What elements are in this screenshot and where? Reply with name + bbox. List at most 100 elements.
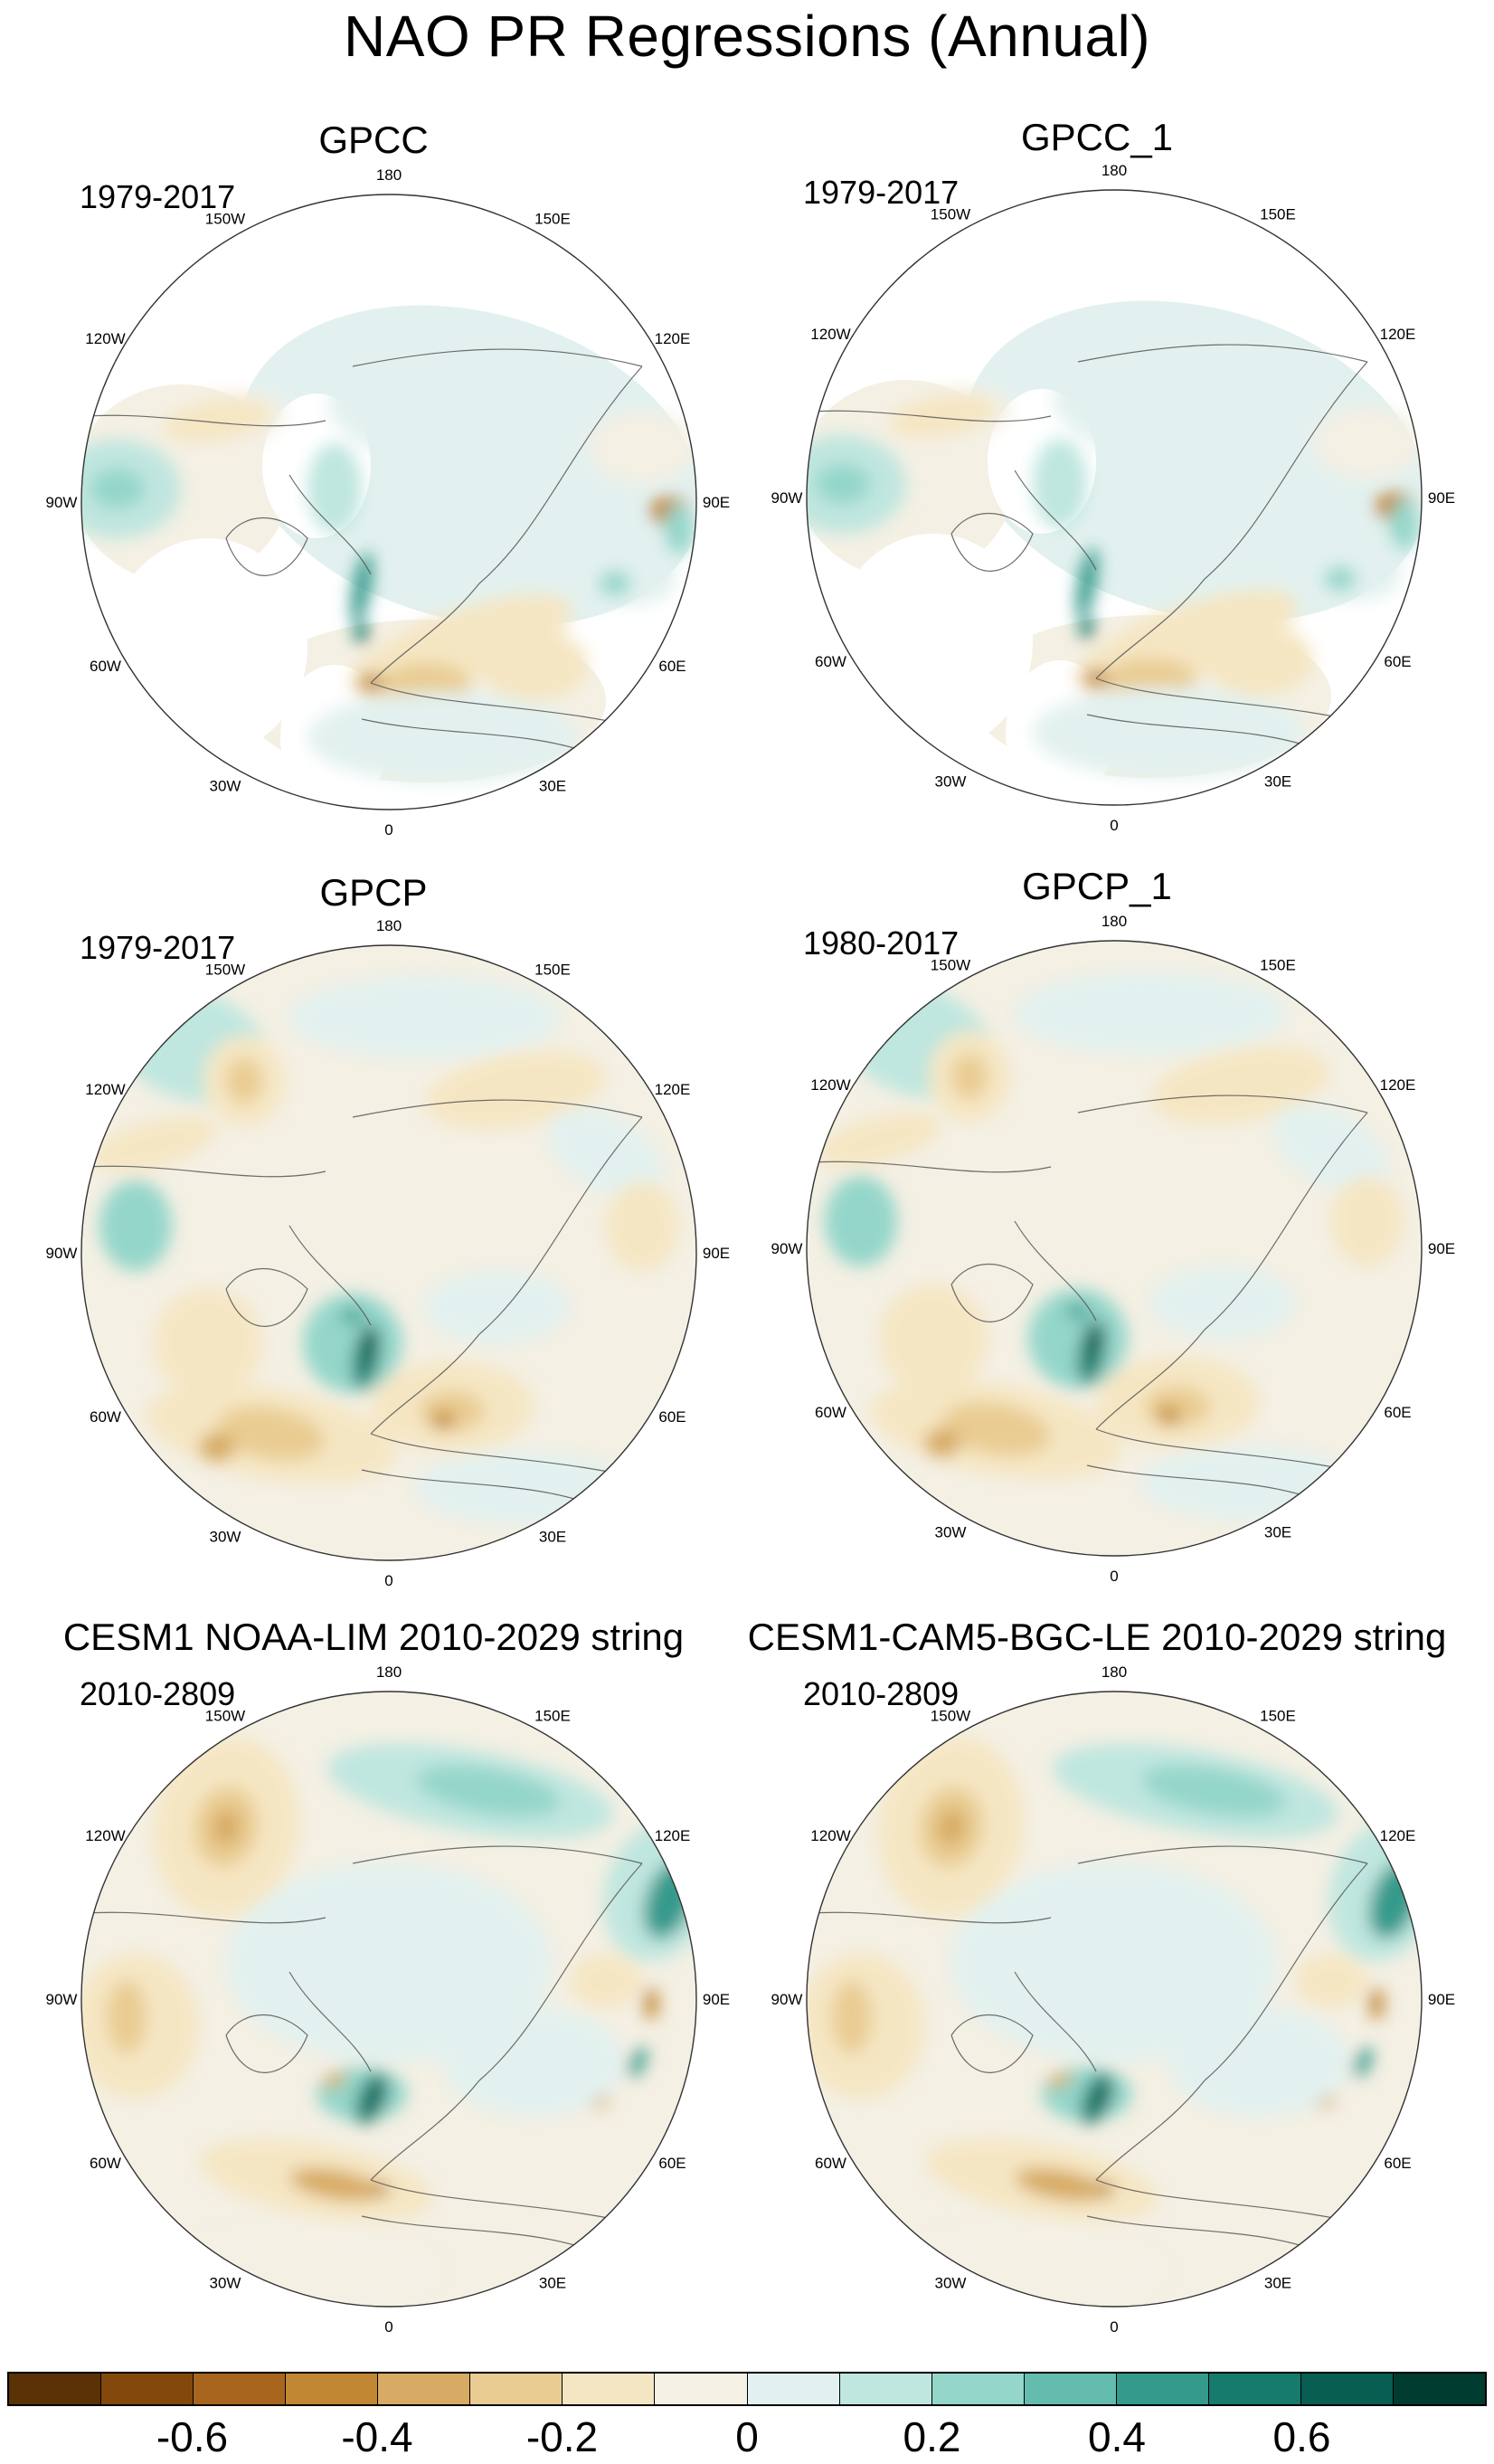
precip-field [81,194,696,810]
lon-label: 180 [376,917,402,934]
precip-field [807,1692,1422,2307]
colorbar-box [286,2374,379,2404]
lon-label: 150E [534,962,571,979]
precip-field [807,190,1422,805]
lon-label: 90W [771,489,803,507]
lon-label: 60W [90,658,121,675]
lon-label: 150W [931,957,970,974]
colorbar-tick-label: -0.6 [156,2413,229,2460]
lon-label: 150E [1260,957,1296,974]
polar-map: 180 150E 120E 90E 60E 30E 0 30W 60W 90W 120W 150W [46,917,731,1589]
lon-label: 120W [810,1076,850,1094]
lon-label: 120W [810,1827,850,1844]
lon-label: 30E [539,778,566,795]
precip-field [81,945,696,1560]
colorbar-box [470,2374,563,2404]
lon-label: 60W [90,2155,121,2172]
map-panel-3: GPCP 1979-2017 180 150E 120E 90E 60E 30E 0 30W 60W… [0,868,747,1610]
lon-label: 150W [205,211,245,228]
lon-label: 120E [1380,1076,1416,1094]
polar-map: 180 150E 120E 90E 60E 30E 0 30W 60W 90W 120W 150W [771,1663,1456,2336]
colorbar-tick-label: -0.4 [341,2413,413,2460]
colorbar-box [747,2374,840,2404]
lon-label: 0 [1110,1568,1118,1585]
colorbar-box [1024,2374,1117,2404]
lon-label: 150W [205,962,245,979]
colorbar-box [194,2374,287,2404]
panel-period: 1980-2017 [803,924,960,962]
colorbar-box [1208,2374,1301,2404]
lon-label: 90W [46,1245,78,1262]
lon-label: 0 [1110,817,1118,834]
map-panel-1: GPCC 1979-2017 180 150E 120E 90E 60E 30E 0 30W 60W… [0,118,747,859]
colorbar-box [563,2374,656,2404]
lon-label: 90E [703,1991,730,2008]
lon-label: 120E [655,1827,691,1844]
lon-label: 60E [1384,1404,1411,1421]
lon-label: 120E [655,330,691,347]
lon-label: 120E [655,1081,691,1098]
lon-label: 0 [1110,2318,1118,2336]
colorbar-tick-label: 0.6 [1272,2413,1331,2460]
lon-label: 30W [935,773,967,791]
panel-title: GPCP_1 [1022,865,1172,907]
lon-label: 150E [534,1708,571,1725]
colorbar-box [1116,2374,1209,2404]
colorbar-tick-label: 0.2 [903,2413,961,2460]
lon-label: 90W [46,494,78,511]
lon-label: 90E [1428,1240,1455,1257]
lon-label: 120W [85,1827,125,1844]
colorbar-tick-label: -0.2 [525,2413,599,2460]
lon-label: 180 [1102,1663,1127,1681]
panel-title: GPCP [319,871,428,914]
lon-label: 180 [376,1663,402,1681]
colorbar [7,2372,1487,2406]
lon-label: 120W [810,326,850,343]
lon-label: 90W [771,1240,803,1257]
lon-label: 0 [384,1572,392,1589]
lon-label: 30W [935,2275,967,2292]
colorbar-tick-label: 0 [735,2413,759,2460]
lon-label: 30W [210,778,241,795]
colorbar-box [378,2374,471,2404]
lon-label: 150W [205,1708,245,1725]
lon-label: 30E [1264,773,1291,791]
lon-label: 30E [1264,2275,1291,2292]
colorbar-box [931,2374,1025,2404]
polar-map: 180 150E 120E 90E 60E 30E 0 30W 60W 90W 120W 150W [46,1663,731,2336]
lon-label: 30E [1264,1524,1291,1541]
lon-label: 60E [658,2155,686,2172]
lon-label: 90W [771,1991,803,2008]
lon-label: 0 [384,821,392,839]
lon-label: 30E [539,2275,566,2292]
polar-map: 180 150E 120E 90E 60E 30E 0 30W 60W 90W 120W 150W [46,166,731,839]
lon-label: 60W [815,2155,846,2172]
lon-label: 30W [210,2275,241,2292]
lon-label: 90E [1428,1991,1455,2008]
precip-field [807,941,1422,1556]
polar-map: 180 150E 120E 90E 60E 30E 0 30W 60W 90W 120W 150W [771,913,1456,1585]
lon-label: 150E [1260,206,1296,223]
panel-period: 1979-2017 [80,929,236,966]
colorbar-box [1300,2374,1394,2404]
lon-label: 120E [1380,326,1416,343]
panel-title: CESM1-CAM5-BGC-LE 2010-2029 string [747,1616,1447,1658]
figure-title: NAO PR Regressions (Annual) [343,4,1151,69]
lon-label: 180 [1102,162,1127,179]
lon-label: 150W [931,1708,970,1725]
panel-title: CESM1 NOAA-LIM 2010-2029 string [62,1616,685,1658]
map-panel-5: CESM1 NOAA-LIM 2010-2029 string 2010-2809… [0,1615,747,2356]
lon-label: 120W [85,1081,125,1098]
lon-label: 0 [384,2318,392,2336]
colorbar-box [9,2374,102,2404]
lon-label: 60E [658,1408,686,1426]
lon-label: 60W [90,1408,121,1426]
map-panel-4: GPCP_1 1980-2017 180 150E 120E 90E 60E 30E 0 30W 6… [723,864,1470,1606]
panel-title: GPCC_1 [1020,116,1174,158]
coastlines [81,1845,679,2253]
colorbar-box [1393,2374,1485,2404]
panel-period: 2010-2809 [80,1675,236,1712]
colorbar-box [655,2374,748,2404]
panel-period: 1979-2017 [803,174,960,211]
map-panel-2: GPCC_1 1979-2017 180 150E 120E 90E 60E 30E 0 30W 6… [723,113,1470,855]
